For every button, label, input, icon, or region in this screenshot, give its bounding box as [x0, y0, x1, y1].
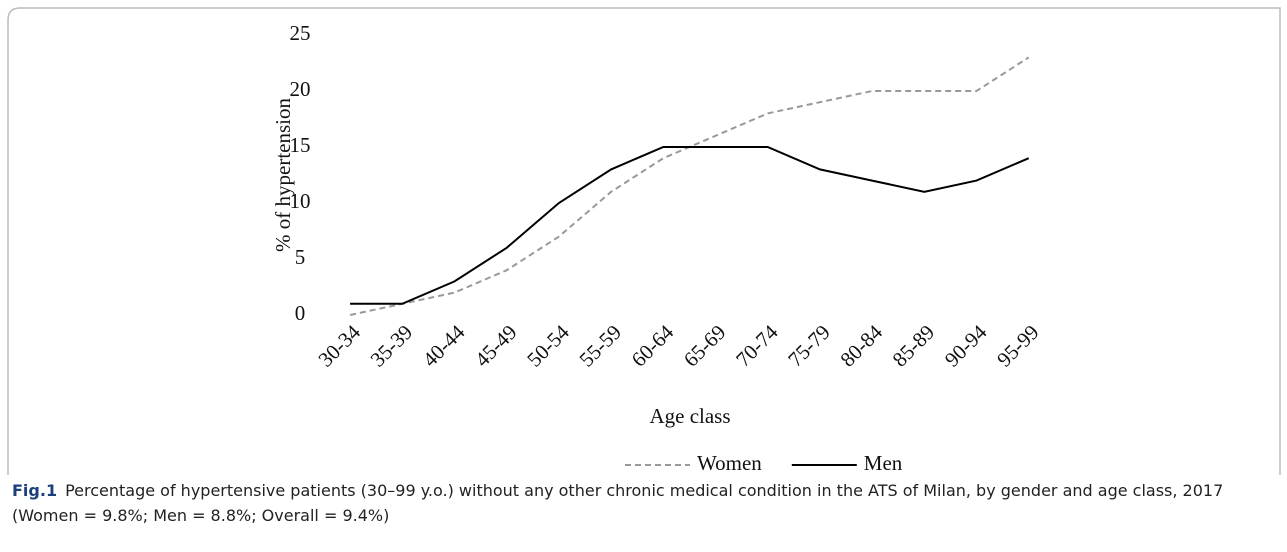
x-tick-label: 50-54 — [522, 320, 574, 372]
x-tick-label: 85-89 — [888, 320, 940, 372]
x-tick-label: 55-59 — [574, 320, 626, 372]
y-tick-label: 0 — [295, 301, 306, 325]
y-tick-label: 20 — [290, 77, 311, 101]
y-axis-title: % of hypertension — [271, 98, 295, 252]
chart: % of hypertension Age class 0 5 10 15 20 25 30… — [7, 7, 1281, 475]
x-tick-label: 90-94 — [940, 320, 992, 372]
y-tick-label: 15 — [290, 133, 311, 157]
series-line — [350, 146, 1030, 305]
y-tick-label: 25 — [290, 21, 311, 45]
x-axis-title: Age class — [649, 404, 730, 428]
caption: Fig.1 Percentage of hypertensive patients… — [12, 478, 1274, 528]
series-line — [349, 56, 1030, 316]
caption-text: Percentage of hypertensive patients (30–… — [12, 481, 1224, 525]
x-tick-label: 70-74 — [731, 320, 783, 372]
figure-frame — [7, 7, 1281, 475]
legend-label: Women — [697, 451, 762, 475]
x-tick-label: 45-49 — [470, 320, 522, 372]
x-tick-label: 80-84 — [835, 320, 887, 372]
x-tick-label: 65-69 — [679, 320, 731, 372]
y-tick-label: 5 — [295, 245, 306, 269]
x-tick-label: 40-44 — [418, 320, 470, 372]
x-tick-label: 60-64 — [627, 320, 679, 372]
x-tick-label: 30-34 — [313, 320, 365, 372]
caption-label: Fig.1 — [12, 481, 58, 500]
x-tick-label: 95-99 — [992, 320, 1044, 372]
x-tick-label: 75-79 — [783, 320, 835, 372]
legend-label: Men — [864, 451, 903, 475]
y-tick-label: 10 — [290, 189, 311, 213]
x-tick-label: 35-39 — [366, 320, 418, 372]
